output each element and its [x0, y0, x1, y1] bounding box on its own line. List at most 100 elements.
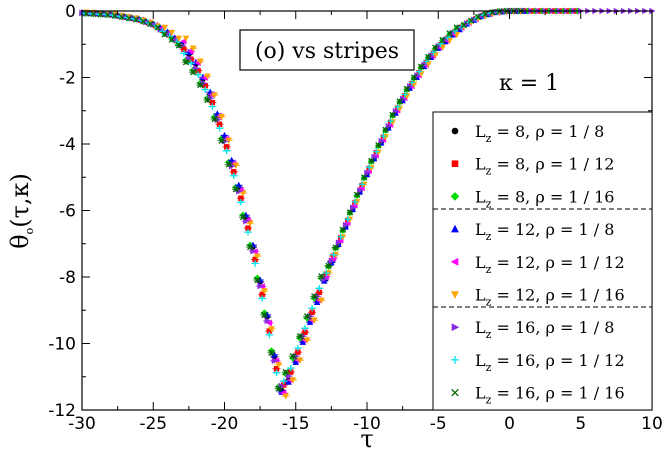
data-point [344, 219, 351, 227]
data-point [301, 324, 309, 332]
legend-label: Lz = 8, ρ = 1 / 12 [475, 155, 614, 178]
legend-marker [451, 388, 459, 397]
data-point [425, 53, 432, 61]
data-point [147, 20, 154, 28]
legend-marker [451, 323, 460, 332]
data-point [168, 29, 176, 37]
data-point [351, 202, 358, 209]
data-point [204, 96, 211, 104]
y-tick-label: -10 [48, 335, 76, 355]
data-point [137, 17, 145, 24]
data-point [168, 36, 175, 43]
data-point [228, 156, 235, 163]
data-point [346, 209, 354, 216]
data-point [316, 289, 322, 295]
data-point [132, 16, 140, 23]
data-point [289, 352, 297, 360]
annotation-box-label: (o) vs stripes [255, 39, 399, 64]
data-point [403, 85, 411, 93]
data-point [157, 26, 164, 33]
legend-entry: Lz = 16, ρ = 1 / 16 [451, 384, 625, 407]
data-point [330, 251, 337, 259]
data-point [257, 282, 264, 290]
data-point [394, 103, 401, 111]
data-point [285, 378, 292, 385]
data-point [439, 36, 446, 44]
legend-marker [451, 355, 459, 364]
data-point [197, 81, 204, 89]
data-point [410, 74, 418, 81]
data-point [325, 262, 332, 270]
data-point [209, 99, 216, 106]
legend-entry: Lz = 16, ρ = 1 / 8 [451, 318, 614, 341]
data-point [294, 344, 302, 352]
data-point [223, 147, 230, 155]
data-point [251, 260, 259, 267]
data-point [261, 311, 268, 319]
data-point [357, 186, 364, 194]
series-8 [83, 7, 525, 392]
data-point [482, 11, 489, 18]
data-point [232, 162, 240, 169]
data-point [302, 329, 308, 335]
x-tick-label: -25 [139, 414, 167, 434]
data-point [118, 13, 126, 21]
data-point [303, 313, 311, 320]
data-point [339, 226, 346, 233]
data-point [282, 393, 290, 400]
x-tick-label: -10 [353, 414, 381, 434]
data-point [360, 174, 368, 181]
y-tick-label: -2 [59, 69, 76, 89]
data-point [195, 67, 201, 74]
data-point [332, 244, 339, 251]
x-axis-label: τ [360, 425, 373, 453]
data-point [311, 293, 318, 300]
data-point [350, 204, 357, 211]
data-point [83, 10, 90, 17]
data-point [353, 191, 361, 199]
data-point [175, 42, 183, 49]
data-point [311, 317, 318, 324]
y-tick-label: 0 [65, 2, 76, 22]
data-point [216, 124, 223, 132]
data-point [111, 12, 118, 19]
data-point [373, 148, 380, 155]
data-point [464, 20, 471, 27]
data-point [252, 256, 258, 263]
data-point [358, 184, 365, 192]
data-point [282, 368, 289, 376]
data-point [259, 295, 266, 302]
data-point [187, 59, 195, 67]
data-point [221, 131, 228, 139]
legend-marker [451, 291, 459, 299]
data-point [180, 49, 188, 57]
axis-ticks: -30 -25 -20 -15 -10 -5 0 5 10 0 -2 -4 -6 -8 -10 -12 [48, 2, 663, 434]
data-points [78, 7, 656, 400]
data-point [125, 15, 133, 22]
data-point [342, 221, 350, 229]
data-point [292, 358, 299, 365]
data-point [209, 103, 216, 110]
legend-marker [451, 127, 459, 135]
data-point [204, 73, 211, 80]
legend-marker [450, 192, 460, 201]
legend-marker [450, 257, 459, 266]
data-point [235, 181, 242, 188]
data-point [202, 86, 209, 93]
data-point [273, 366, 280, 372]
data-point [344, 216, 352, 223]
data-point [446, 30, 453, 37]
x-tick-label: 0 [504, 414, 515, 434]
legend-marker [451, 160, 459, 167]
data-point [368, 157, 375, 165]
data-point [401, 91, 409, 98]
legend-entry: Lz = 16, ρ = 1 / 12 [451, 351, 625, 374]
x-tick-label: -5 [430, 414, 447, 434]
data-point [264, 317, 271, 325]
data-point [275, 362, 282, 369]
data-point [90, 10, 97, 18]
x-tick-label: 5 [575, 414, 586, 434]
data-point [351, 198, 359, 206]
data-point [245, 225, 251, 231]
data-point [266, 328, 273, 334]
